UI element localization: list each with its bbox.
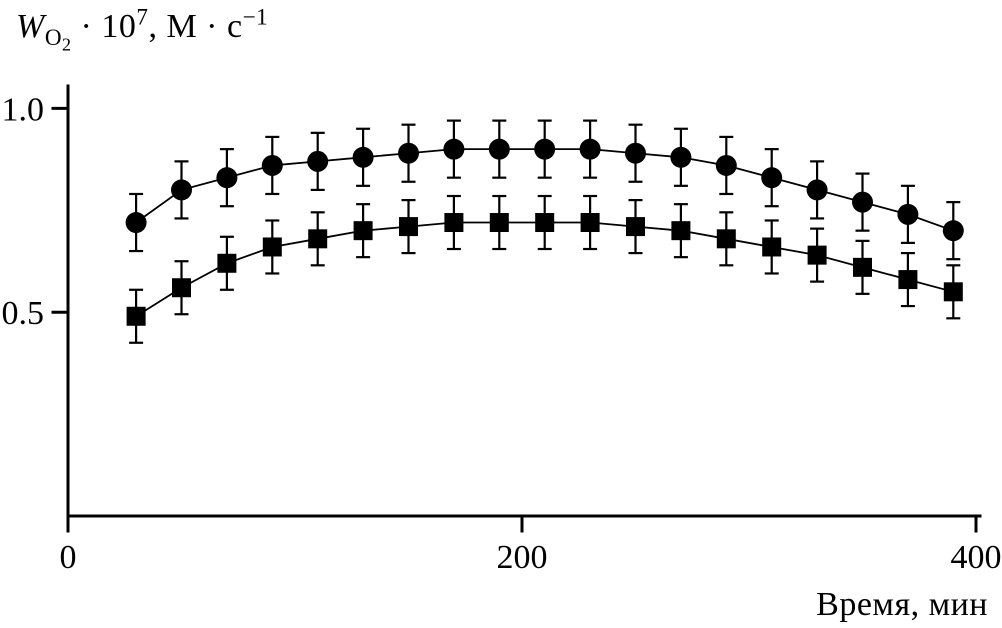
- y-axis-units: , М · с: [148, 8, 243, 45]
- series-squares-markers: [126, 213, 963, 326]
- y-axis-factor: · 10: [71, 8, 137, 45]
- y-tick-label: 1.0: [2, 91, 45, 128]
- square-marker: [217, 253, 237, 273]
- square-marker: [262, 237, 282, 257]
- y-axis-subscript: O2: [44, 24, 72, 55]
- circle-marker: [852, 191, 873, 213]
- circle-marker: [715, 154, 737, 176]
- circle-marker: [216, 167, 238, 189]
- square-marker: [626, 217, 645, 237]
- y-axis-units-exponent: −1: [242, 4, 269, 31]
- square-marker: [399, 217, 418, 237]
- circle-marker: [625, 142, 646, 164]
- series-squares: [126, 194, 963, 344]
- axes: [51, 84, 982, 533]
- square-marker: [308, 229, 328, 249]
- circle-marker: [443, 138, 465, 160]
- circle-marker: [352, 146, 374, 168]
- circle-marker: [534, 138, 556, 160]
- square-marker: [898, 270, 918, 290]
- square-marker: [172, 278, 191, 298]
- series-circles-markers: [125, 138, 964, 242]
- circle-marker: [307, 150, 329, 172]
- y-tick-label: 0.5: [2, 295, 45, 332]
- circle-marker: [806, 179, 828, 201]
- tick-labels: 0 200 400 0.5 1.0: [2, 91, 1002, 576]
- x-axis-title: Время, мин: [816, 586, 988, 623]
- circle-marker: [171, 179, 192, 201]
- square-marker: [444, 213, 464, 233]
- square-marker: [353, 221, 373, 241]
- square-marker: [853, 257, 872, 277]
- square-marker: [762, 237, 782, 257]
- axis-lines: [66, 84, 982, 518]
- square-marker: [126, 306, 146, 326]
- circle-marker: [398, 142, 419, 164]
- circle-marker: [670, 146, 692, 168]
- x-tick-label: 400: [951, 539, 1002, 576]
- circle-marker: [942, 220, 964, 242]
- square-marker: [671, 221, 691, 241]
- y-axis-symbol: W: [16, 8, 45, 45]
- circle-marker: [488, 138, 510, 160]
- square-marker: [489, 213, 509, 233]
- circle-marker: [261, 154, 283, 176]
- series-circles: [125, 119, 964, 261]
- circle-marker: [761, 167, 783, 189]
- square-marker: [535, 213, 555, 233]
- square-marker: [807, 245, 827, 265]
- circle-marker: [125, 212, 147, 234]
- square-marker: [580, 213, 600, 233]
- x-tick-label: 200: [497, 539, 548, 576]
- y-axis-title: WO2 · 107, М · с−1: [16, 4, 269, 53]
- x-tick-label: 0: [60, 539, 77, 576]
- square-marker: [943, 282, 963, 302]
- y-axis-exponent: 7: [136, 4, 149, 31]
- square-marker: [716, 229, 736, 249]
- circle-marker: [579, 138, 601, 160]
- circle-marker: [897, 203, 919, 225]
